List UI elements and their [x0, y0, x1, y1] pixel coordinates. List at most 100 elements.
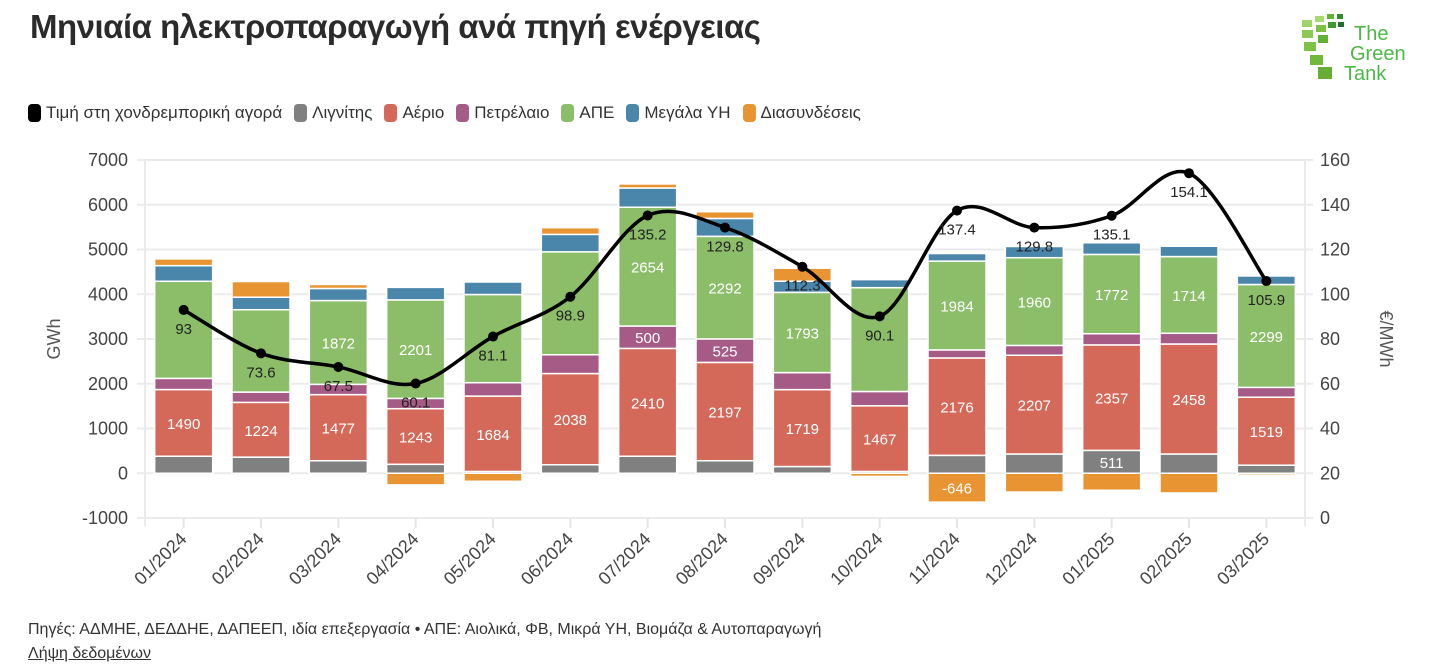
y-tick-label: -1000	[82, 508, 128, 528]
bar-segment[interactable]	[385, 463, 446, 474]
bar-segment[interactable]	[385, 407, 446, 466]
bar-segment[interactable]	[1081, 242, 1142, 256]
bar-segment[interactable]	[617, 187, 678, 209]
bar-segment[interactable]	[153, 258, 214, 267]
bar-segment[interactable]	[927, 252, 987, 262]
bar-segment[interactable]	[772, 291, 833, 374]
price-point[interactable]	[797, 261, 808, 272]
price-value-label: 90.1	[865, 327, 894, 344]
bar-segment[interactable]	[695, 210, 755, 220]
bar-segment[interactable]	[1081, 332, 1142, 346]
bar-segment[interactable]	[849, 286, 910, 393]
bar-segment[interactable]	[540, 233, 601, 253]
price-point[interactable]	[952, 205, 962, 216]
bar-segment[interactable]	[385, 286, 446, 301]
bar-segment[interactable]	[1081, 253, 1142, 335]
bar-segment[interactable]	[308, 287, 369, 302]
bar-segment[interactable]	[772, 371, 833, 391]
bar-segment[interactable]	[153, 264, 214, 283]
bar-segment[interactable]	[1159, 453, 1219, 475]
bar-segment[interactable]	[1159, 255, 1219, 335]
bar-segment[interactable]	[231, 280, 291, 298]
bar-segment[interactable]	[463, 395, 523, 473]
bar-segment[interactable]	[463, 381, 523, 397]
price-point[interactable]	[178, 304, 189, 315]
price-point[interactable]	[256, 348, 266, 359]
bar-segment[interactable]	[1081, 344, 1142, 452]
bar-segment[interactable]	[617, 206, 678, 327]
price-point[interactable]	[1184, 168, 1194, 179]
price-value-label: 60.1	[401, 395, 430, 412]
bar-segment[interactable]	[849, 390, 910, 407]
bar-segment[interactable]	[540, 226, 601, 236]
bar-segment[interactable]	[1081, 472, 1142, 492]
price-point[interactable]	[1106, 210, 1117, 221]
bar-segment[interactable]	[1004, 245, 1065, 259]
bar-segment[interactable]	[1236, 283, 1297, 389]
bar-segment[interactable]	[617, 183, 678, 189]
bar-segment[interactable]	[617, 455, 678, 474]
bar-segment[interactable]	[463, 281, 523, 296]
price-point[interactable]	[1261, 276, 1272, 287]
bar-segment[interactable]	[540, 354, 601, 375]
bar-segment[interactable]	[231, 391, 291, 404]
x-tick-label: 04/2024	[362, 529, 422, 589]
legend-item[interactable]: Μεγάλα ΥΗ	[626, 103, 731, 123]
bar-segment[interactable]	[308, 283, 369, 290]
bar-segment[interactable]	[540, 463, 601, 474]
bar-segment[interactable]	[540, 372, 601, 466]
bar-segment[interactable]	[153, 388, 214, 457]
price-point[interactable]	[720, 222, 730, 233]
legend-item[interactable]: Διασυνδέσεις	[742, 103, 861, 123]
bar-segment[interactable]	[1159, 245, 1219, 258]
bar-segment[interactable]	[153, 280, 214, 380]
bar-segment[interactable]	[308, 459, 369, 475]
bar-segment[interactable]	[231, 296, 291, 311]
bar-segment[interactable]	[385, 472, 446, 486]
bar-segment[interactable]	[849, 472, 910, 478]
bar-segment[interactable]	[927, 357, 987, 457]
bar-segment[interactable]	[1004, 354, 1065, 455]
bar-segment[interactable]	[1159, 332, 1219, 345]
bar-segment[interactable]	[927, 349, 987, 359]
legend-item[interactable]: ΑΠΕ	[561, 103, 614, 123]
price-point[interactable]	[642, 210, 653, 221]
price-point[interactable]	[488, 331, 498, 342]
bar-segment[interactable]	[1004, 472, 1065, 493]
bar-segment[interactable]	[1159, 472, 1219, 494]
bar-segment[interactable]	[153, 455, 214, 474]
bar-segment[interactable]	[849, 405, 910, 473]
download-data-link[interactable]: Λήψη δεδομένων	[28, 645, 152, 662]
price-point[interactable]	[333, 361, 344, 372]
legend-item[interactable]: Τιμή στη χονδρεμπορική αγορά	[28, 103, 282, 123]
price-point[interactable]	[874, 311, 885, 322]
bar-segment[interactable]	[308, 393, 369, 462]
page-title: Μηνιαία ηλεκτροπαραγωγή ανά πηγή ενέργει…	[30, 8, 761, 45]
bar-segment[interactable]	[463, 472, 523, 483]
price-point[interactable]	[410, 378, 421, 389]
bar-segment[interactable]	[772, 465, 833, 475]
bar-segment[interactable]	[540, 251, 601, 356]
bar-segment[interactable]	[1236, 464, 1297, 475]
bar-segment[interactable]	[1236, 472, 1297, 476]
bar-segment[interactable]	[231, 456, 291, 475]
price-point[interactable]	[565, 291, 576, 302]
bar-value-label: 1467	[863, 432, 896, 449]
legend-item[interactable]: Λιγνίτης	[294, 103, 372, 123]
bar-segment[interactable]	[1004, 453, 1065, 475]
legend-item[interactable]: Πετρέλαιο	[456, 103, 549, 123]
bar-segment[interactable]	[927, 454, 987, 475]
bar-segment[interactable]	[849, 278, 910, 289]
legend-item[interactable]: Αέριο	[384, 103, 444, 123]
bar-segment[interactable]	[1236, 396, 1297, 466]
bar-segment[interactable]	[1159, 343, 1219, 455]
bar-segment[interactable]	[1236, 386, 1297, 398]
bar-segment[interactable]	[1004, 344, 1065, 356]
bar-segment[interactable]	[617, 347, 678, 457]
x-tick-label: 05/2024	[440, 529, 500, 589]
price-point[interactable]	[1029, 222, 1040, 233]
bar-segment[interactable]	[927, 472, 987, 503]
bar-segment[interactable]	[153, 377, 214, 391]
bar-segment[interactable]	[695, 459, 755, 475]
bar-segment[interactable]	[231, 401, 291, 458]
